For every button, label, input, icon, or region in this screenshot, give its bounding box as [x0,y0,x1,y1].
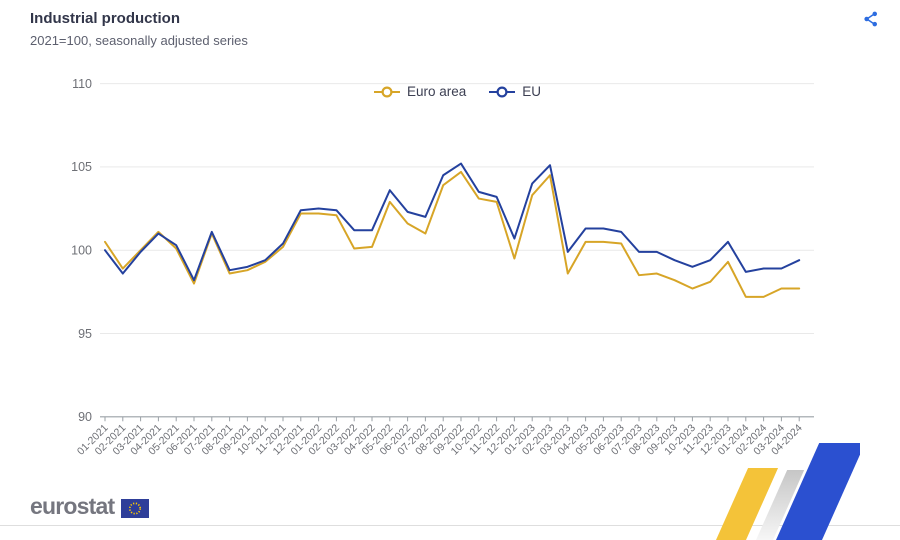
legend-item-euro-area[interactable]: Euro area [373,84,466,99]
share-button[interactable] [860,8,882,30]
eu-flag-icon [121,498,150,518]
legend-marker-eu [489,85,516,98]
eurostat-logo: eurostat [30,493,150,519]
ribbon-decoration [700,443,860,540]
legend-marker-euro-area [373,85,400,98]
svg-text:110: 110 [72,77,92,91]
legend-label-eu: EU [522,84,542,99]
svg-text:90: 90 [78,410,92,424]
page-title: Industrial production [30,10,180,27]
chart-legend: Euro area EU [14,84,900,99]
legend-label-euro-area: Euro area [406,84,467,99]
page-subtitle: 2021=100, seasonally adjusted series [30,33,248,48]
share-icon [862,10,880,28]
legend-item-eu[interactable]: EU [488,84,541,99]
footer-divider [0,525,900,526]
svg-text:105: 105 [71,160,92,174]
svg-text:95: 95 [78,327,92,341]
svg-text:100: 100 [71,244,92,258]
eurostat-logo-text: eurostat [30,493,115,519]
